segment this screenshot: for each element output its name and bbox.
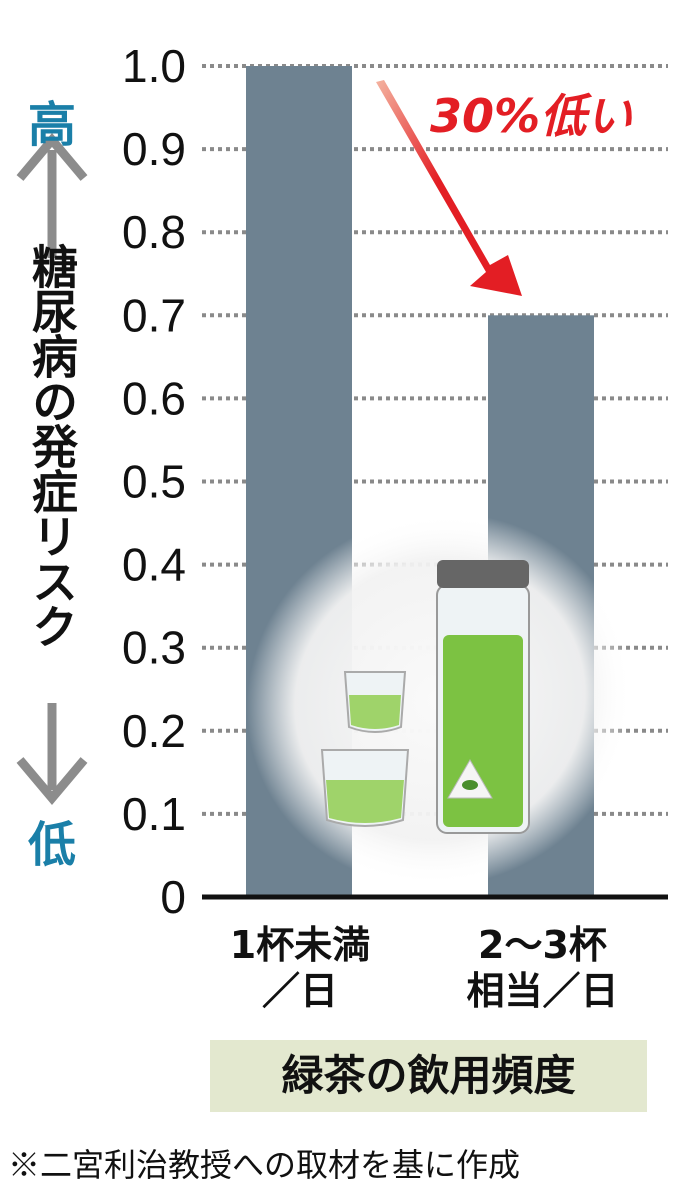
tea-glass-icon (343, 671, 407, 733)
tea-jug-icon (436, 560, 530, 834)
y-tick-label: 0.3 (122, 622, 186, 674)
y-tick-label: 0.7 (122, 289, 186, 341)
category-line: 1杯未満 (229, 923, 371, 967)
green-tea-illustration (246, 513, 634, 887)
annotation-label: 30%低い (430, 89, 633, 143)
decrease-arrow-icon (376, 80, 522, 296)
category-label: 2〜3杯 相当／日 (440, 922, 645, 1014)
y-axis-high-label: 高 (27, 97, 76, 153)
y-axis-low-label: 低 (27, 817, 76, 873)
y-axis-low-arrow-icon (16, 703, 88, 805)
y-axis-high-arrow-icon (16, 133, 88, 258)
category-line: ／日 (261, 969, 338, 1013)
y-tick-label: 0 (160, 871, 186, 923)
y-tick-labels: 0 0.1 0.2 0.3 0.4 0.5 0.6 0.7 0.8 0.9 1.0 (122, 40, 186, 923)
y-tick-label: 1.0 (122, 40, 186, 92)
y-tick-label: 0.6 (122, 372, 186, 424)
y-tick-label: 0.8 (122, 206, 186, 258)
y-tick-label: 0.4 (122, 539, 186, 591)
y-tick-label: 0.2 (122, 705, 186, 757)
tea-glass-icon (320, 749, 410, 827)
x-axis-label: 緑茶の飲用頻度 (210, 1040, 647, 1112)
category-label: 1杯未満 ／日 (205, 922, 395, 1014)
y-tick-label: 0.5 (122, 456, 186, 508)
category-line: 2〜3杯 (478, 923, 607, 967)
footnote: ※二宮利治教授への取材を基に作成 (8, 1146, 521, 1184)
y-tick-label: 0.9 (122, 123, 186, 175)
y-axis-label: 糖尿病の発症リスク (25, 243, 79, 648)
y-tick-label: 0.1 (122, 788, 186, 840)
category-line: 相当／日 (466, 969, 619, 1013)
